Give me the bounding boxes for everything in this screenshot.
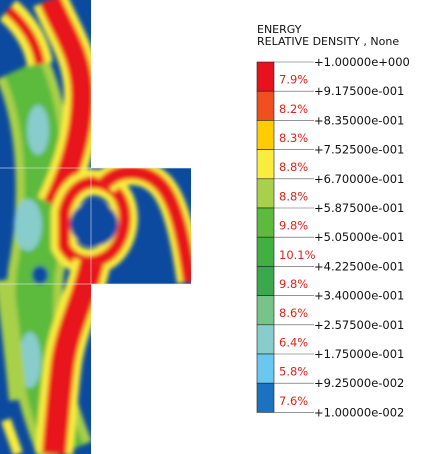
- legend-level-label: +9.17500e-001: [314, 84, 404, 98]
- legend-percentage: 9.8%: [279, 219, 308, 233]
- legend-swatch: [256, 207, 275, 238]
- legend-swatch: [256, 324, 275, 355]
- mesh-partition-lines: [0, 167, 191, 285]
- legend-swatch: [256, 178, 275, 209]
- legend-percentage: 5.8%: [279, 365, 308, 379]
- legend-swatch: [256, 61, 275, 92]
- legend-percentage: 8.2%: [279, 102, 308, 116]
- legend-swatch: [256, 120, 275, 150]
- legend-percentage: 8.3%: [279, 131, 308, 145]
- legend-swatch: [256, 266, 275, 296]
- legend-percentage: 10.1%: [279, 248, 316, 262]
- legend-title-line1: ENERGY: [257, 23, 302, 36]
- legend-percentage: 8.8%: [279, 189, 308, 203]
- legend-percentage: 7.9%: [279, 73, 308, 87]
- legend-level-label: +5.87500e-001: [314, 201, 404, 215]
- density-contour-plot: [0, 0, 191, 454]
- legend-swatch: [256, 353, 275, 384]
- legend-level-label: +1.00000e+000: [314, 55, 410, 69]
- legend-swatch: [256, 295, 275, 326]
- legend-level-label: +1.00000e-002: [314, 405, 404, 419]
- legend-percentage: 8.8%: [279, 160, 308, 174]
- legend-level-label: +2.57500e-001: [314, 318, 404, 332]
- legend-level-label: +5.05000e-001: [314, 230, 404, 244]
- legend-swatch: [256, 382, 275, 413]
- legend-level-label: +8.35000e-001: [314, 113, 404, 127]
- legend-title-line2: RELATIVE DENSITY , None: [257, 35, 399, 48]
- legend-percentage: 8.6%: [279, 306, 308, 320]
- legend-level-label: +1.75000e-001: [314, 347, 404, 361]
- legend-percentage: 9.8%: [279, 277, 308, 291]
- legend-level-label: +4.22500e-001: [314, 259, 404, 273]
- legend-level-label: +9.25000e-002: [314, 376, 404, 390]
- legend-swatch: [256, 90, 275, 121]
- legend-swatch: [256, 149, 275, 180]
- legend-level-label: +7.52500e-001: [314, 143, 404, 157]
- legend-level-label: +6.70000e-001: [314, 172, 404, 186]
- legend-percentage: 7.6%: [279, 394, 308, 408]
- legend-percentage: 6.4%: [279, 335, 308, 349]
- legend-level-label: +3.40000e-001: [314, 289, 404, 303]
- legend-swatch: [256, 236, 275, 267]
